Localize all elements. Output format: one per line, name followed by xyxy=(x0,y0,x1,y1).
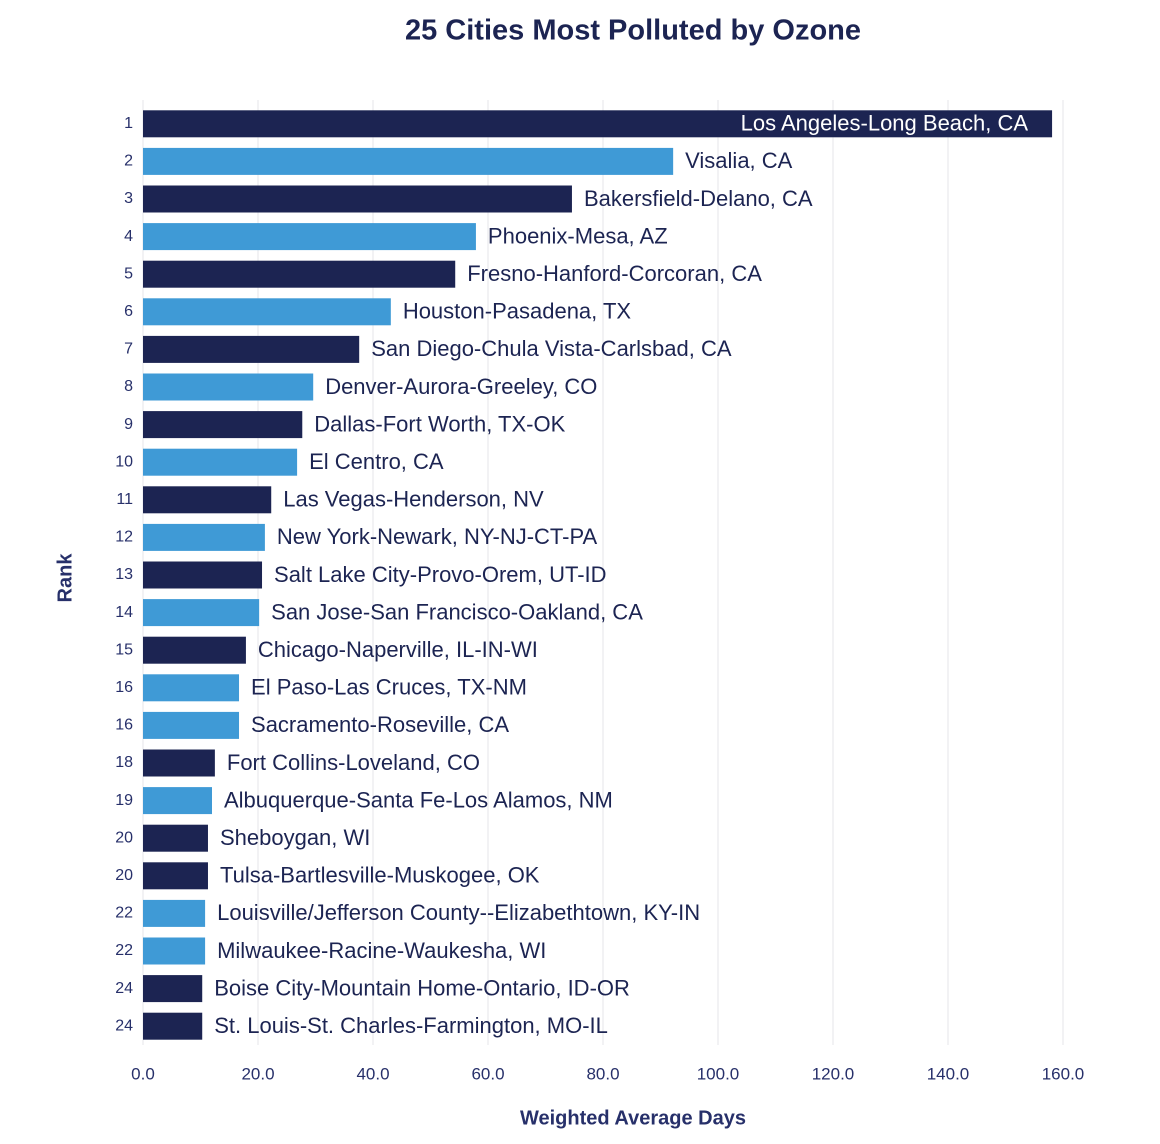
bar-label: El Paso-Las Cruces, TX-NM xyxy=(251,675,527,700)
y-tick-label: 24 xyxy=(115,1017,133,1034)
bar xyxy=(143,674,240,702)
bar-label: Louisville/Jefferson County--Elizabethto… xyxy=(217,900,700,925)
bar xyxy=(143,787,212,815)
y-tick-label: 3 xyxy=(124,190,133,207)
bar-label: Sacramento-Roseville, CA xyxy=(251,712,509,737)
bar-label: San Jose-San Francisco-Oakland, CA xyxy=(271,599,643,624)
y-tick-label: 2 xyxy=(124,153,133,170)
bar-label: Fort Collins-Loveland, CO xyxy=(227,750,480,775)
bar xyxy=(143,448,298,476)
bar xyxy=(143,373,314,401)
y-tick-label: 16 xyxy=(115,679,133,696)
x-tick-label: 120.0 xyxy=(812,1064,855,1083)
y-axis-title: Rank xyxy=(54,553,76,603)
bar-label: San Diego-Chula Vista-Carlsbad, CA xyxy=(371,336,732,361)
y-tick-label: 8 xyxy=(124,378,133,395)
bar-label: Los Angeles-Long Beach, CA xyxy=(741,111,1029,136)
bar-label: Houston-Pasadena, TX xyxy=(403,299,632,324)
bar-label: Albuquerque-Santa Fe-Los Alamos, NM xyxy=(224,787,613,812)
y-tick-label: 10 xyxy=(115,453,133,470)
y-tick-label: 11 xyxy=(116,491,133,508)
y-tick-label: 14 xyxy=(115,604,133,621)
y-tick-label: 12 xyxy=(115,529,133,546)
y-tick-label: 5 xyxy=(124,265,133,282)
x-tick-label: 20.0 xyxy=(241,1064,274,1083)
bar-label: Las Vegas-Henderson, NV xyxy=(283,487,544,512)
bar-label: St. Louis-St. Charles-Farmington, MO-IL xyxy=(214,1013,608,1038)
chart-title: 25 Cities Most Polluted by Ozone xyxy=(405,15,861,47)
bar-label: Dallas-Fort Worth, TX-OK xyxy=(314,411,565,436)
y-tick-label: 24 xyxy=(115,980,133,997)
bar xyxy=(143,147,674,175)
bar-label: Sheboygan, WI xyxy=(220,825,370,850)
bar xyxy=(143,749,215,777)
y-tick-label: 6 xyxy=(124,303,133,320)
y-tick-label: 22 xyxy=(115,905,133,922)
bar-label: Visalia, CA xyxy=(685,148,793,173)
x-tick-label: 140.0 xyxy=(927,1064,970,1083)
bar-label: New York-Newark, NY-NJ-CT-PA xyxy=(277,524,598,549)
bars xyxy=(143,110,1053,1040)
y-tick-label: 15 xyxy=(115,641,133,658)
bar-label: Salt Lake City-Provo-Orem, UT-ID xyxy=(274,562,607,587)
bar xyxy=(143,975,203,1003)
y-tick-label: 19 xyxy=(115,792,133,809)
bar xyxy=(143,185,572,213)
bar xyxy=(143,937,206,965)
y-tick-label: 7 xyxy=(124,341,133,358)
x-tick-label: 0.0 xyxy=(131,1064,155,1083)
bar xyxy=(143,824,208,852)
bar-label: Tulsa-Bartlesville-Muskogee, OK xyxy=(220,863,540,888)
bar-label: Phoenix-Mesa, AZ xyxy=(488,223,668,248)
bar xyxy=(143,486,272,514)
bar xyxy=(143,636,246,664)
bar xyxy=(143,223,476,251)
bar xyxy=(143,599,260,627)
y-tick-label: 20 xyxy=(115,829,133,846)
bar xyxy=(143,862,208,890)
bar xyxy=(143,523,265,551)
x-tick-label: 40.0 xyxy=(356,1064,389,1083)
y-tick-label: 18 xyxy=(115,754,133,771)
y-tick-label: 22 xyxy=(115,942,133,959)
x-tick-label: 160.0 xyxy=(1042,1064,1085,1083)
bar-label: Boise City-Mountain Home-Ontario, ID-OR xyxy=(214,975,630,1000)
x-tick-label: 100.0 xyxy=(697,1064,740,1083)
bar xyxy=(143,110,1053,138)
bar-label: Milwaukee-Racine-Waukesha, WI xyxy=(217,938,546,963)
bar xyxy=(143,260,456,288)
y-tick-label: 20 xyxy=(115,867,133,884)
x-tick-label: 60.0 xyxy=(471,1064,504,1083)
bar-label: Fresno-Hanford-Corcoran, CA xyxy=(467,261,762,286)
bar xyxy=(143,411,303,439)
y-tick-label: 13 xyxy=(115,566,133,583)
x-axis-title: Weighted Average Days xyxy=(520,1107,746,1129)
y-tick-label: 4 xyxy=(124,228,133,245)
bar xyxy=(143,298,391,326)
grid xyxy=(142,100,1064,1045)
y-tick-label: 9 xyxy=(124,416,133,433)
bar xyxy=(143,335,360,363)
bar-label: Denver-Aurora-Greeley, CO xyxy=(325,374,597,399)
bar-label: Chicago-Naperville, IL-IN-WI xyxy=(258,637,538,662)
bar-label: El Centro, CA xyxy=(309,449,444,474)
bar-label: Bakersfield-Delano, CA xyxy=(584,186,813,211)
bar xyxy=(143,561,263,589)
bar xyxy=(143,1012,203,1040)
y-tick-label: 16 xyxy=(115,717,133,734)
bar xyxy=(143,899,206,927)
y-tick-label: 1 xyxy=(124,115,133,132)
x-tick-label: 80.0 xyxy=(586,1064,619,1083)
bar xyxy=(143,711,240,739)
